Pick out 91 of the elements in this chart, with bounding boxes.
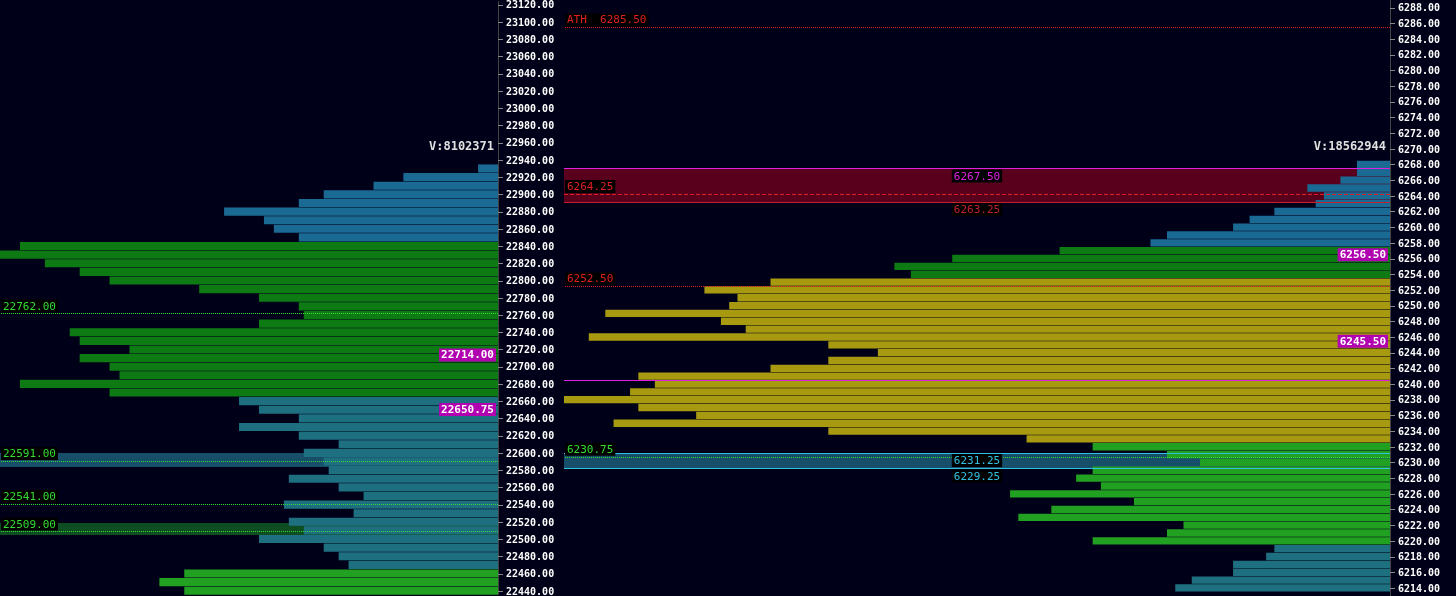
y-tick-label: 22880.00 [506, 206, 555, 218]
y-tick-label: 6284.00 [1398, 33, 1441, 45]
annotation: 6256.50 [1339, 248, 1386, 262]
y-tick-label: 22640.00 [506, 413, 555, 425]
y-tick-label: 6236.00 [1398, 410, 1441, 422]
annotation: V:18562944 [1313, 139, 1386, 153]
y-tick-label: 23000.00 [506, 102, 555, 114]
annotation: 22714.00 [441, 348, 494, 362]
y-tick-label: 6240.00 [1398, 378, 1441, 390]
y-tick-label: 6228.00 [1398, 472, 1441, 484]
ref-line-label: 6264.25 [567, 180, 614, 194]
y-tick-label: 6222.00 [1398, 519, 1441, 531]
y-tick-label: 22760.00 [506, 309, 555, 321]
y-tick-label: 6268.00 [1398, 159, 1441, 171]
y-tick-label: 22660.00 [506, 395, 555, 407]
y-tick-label: 23060.00 [506, 51, 555, 63]
y-tick-label: 6288.00 [1398, 2, 1441, 14]
ref-line-label: 22762.00 [3, 299, 56, 313]
y-tick-label: 22940.00 [506, 154, 555, 166]
y-tick-label: 6232.00 [1398, 441, 1441, 453]
y-tick-label: 6248.00 [1398, 316, 1441, 328]
y-tick-label: 22460.00 [506, 568, 555, 580]
y-tick-label: 22680.00 [506, 378, 555, 390]
y-tick-label: 6280.00 [1398, 65, 1441, 77]
y-tick-label: 6242.00 [1398, 363, 1441, 375]
y-tick-label: 22860.00 [506, 223, 555, 235]
y-tick-label: 6246.00 [1398, 331, 1441, 343]
y-tick-label: 6216.00 [1398, 566, 1441, 578]
y-tick-label: 23120.00 [506, 0, 555, 11]
ref-line-label: 6267.50 [953, 169, 1001, 183]
y-tick-label: 6256.00 [1398, 253, 1441, 265]
y-tick-label: 22800.00 [506, 275, 555, 287]
y-tick-label: 22540.00 [506, 499, 555, 511]
y-tick-label: 22440.00 [506, 585, 555, 596]
y-tick-label: 22620.00 [506, 430, 555, 442]
y-tick-label: 6260.00 [1398, 221, 1441, 233]
y-tick-label: 22820.00 [506, 258, 555, 270]
y-tick-label: 6224.00 [1398, 504, 1441, 516]
ref-line-label: 6230.75 [567, 442, 614, 456]
ref-line-label: 6252.50 [567, 272, 614, 286]
y-tick-label: 22520.00 [506, 516, 555, 528]
y-tick-label: 22840.00 [506, 240, 555, 252]
ref-line-label: ATH 6285.50 [567, 13, 647, 27]
ref-line-label: 6263.25 [953, 202, 1001, 216]
annotation: 6245.50 [1339, 334, 1386, 348]
y-tick-label: 22500.00 [506, 533, 555, 545]
y-tick-label: 22900.00 [506, 189, 555, 201]
y-tick-label: 22480.00 [506, 551, 555, 563]
y-tick-label: 6286.00 [1398, 18, 1441, 30]
y-tick-label: 6258.00 [1398, 237, 1441, 249]
y-tick-label: 6226.00 [1398, 488, 1441, 500]
y-tick-label: 6254.00 [1398, 268, 1441, 280]
y-tick-label: 6266.00 [1398, 174, 1441, 186]
y-tick-label: 6274.00 [1398, 112, 1441, 124]
y-tick-label: 6272.00 [1398, 127, 1441, 139]
y-tick-label: 6230.00 [1398, 457, 1441, 469]
y-tick-label: 6264.00 [1398, 190, 1441, 202]
y-tick-label: 22740.00 [506, 326, 555, 338]
y-tick-label: 22960.00 [506, 137, 555, 149]
ref-line-label: 22509.00 [3, 517, 56, 531]
y-tick-label: 22600.00 [506, 447, 555, 459]
y-tick-label: 23020.00 [506, 85, 555, 97]
y-tick-label: 22560.00 [506, 482, 555, 494]
annotation: 22650.75 [441, 402, 494, 416]
ref-line-label: 22541.00 [3, 489, 56, 503]
ref-line-label: 22591.00 [3, 446, 56, 460]
y-tick-label: 6270.00 [1398, 143, 1441, 155]
y-tick-label: 6218.00 [1398, 551, 1441, 563]
y-tick-label: 6262.00 [1398, 206, 1441, 218]
annotation: V:8102371 [428, 139, 495, 153]
y-tick-label: 6282.00 [1398, 49, 1441, 61]
y-tick-label: 6276.00 [1398, 96, 1441, 108]
y-tick-label: 23100.00 [506, 16, 555, 28]
y-tick-label: 23040.00 [506, 68, 555, 80]
y-tick-label: 22780.00 [506, 292, 555, 304]
y-tick-label: 6234.00 [1398, 425, 1441, 437]
y-tick-label: 6238.00 [1398, 394, 1441, 406]
y-tick-label: 22700.00 [506, 361, 555, 373]
y-tick-label: 6220.00 [1398, 535, 1441, 547]
y-tick-label: 6278.00 [1398, 80, 1441, 92]
y-tick-label: 22980.00 [506, 120, 555, 132]
y-tick-label: 23080.00 [506, 33, 555, 45]
y-tick-label: 22720.00 [506, 344, 555, 356]
y-tick-label: 6250.00 [1398, 300, 1441, 312]
y-tick-label: 22920.00 [506, 171, 555, 183]
ref-line-label: 6229.25 [953, 469, 1001, 483]
y-tick-label: 6244.00 [1398, 347, 1441, 359]
y-tick-label: 22580.00 [506, 464, 555, 476]
y-tick-label: 6214.00 [1398, 582, 1441, 594]
ref-line-label: 6231.25 [953, 453, 1001, 467]
y-tick-label: 6252.00 [1398, 284, 1441, 296]
